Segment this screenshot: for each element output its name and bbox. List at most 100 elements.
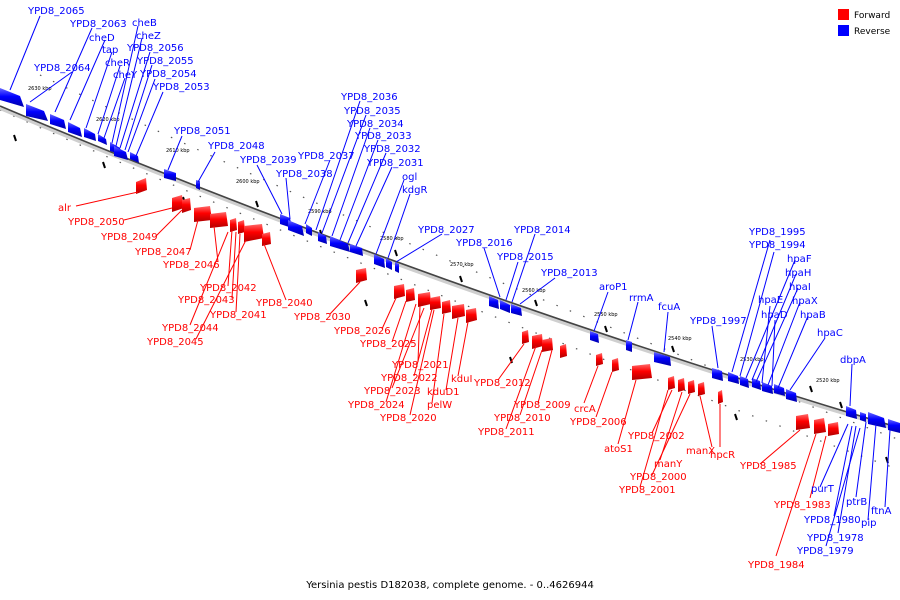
gene-block xyxy=(238,220,245,234)
gene-block xyxy=(466,308,477,323)
gene-label: YPD8_2035 xyxy=(343,106,401,117)
gene-block xyxy=(0,88,24,107)
legend-reverse-label: Reverse xyxy=(854,27,891,37)
gene-label: manY xyxy=(654,459,683,470)
gene-label: YPD8_2055 xyxy=(136,56,194,67)
map-caption: Yersinia pestis D182038, complete genome… xyxy=(305,580,594,591)
forward-gene-labels: alr YPD8_2050 YPD8_2049 YPD8_2047 YPD8_2… xyxy=(58,203,831,571)
gene-block xyxy=(590,331,599,343)
gene-block xyxy=(786,389,797,402)
gene-label: YPD8_2022 xyxy=(380,373,438,384)
gene-label: YPD8_2045 xyxy=(146,337,204,348)
gene-label: YPD8_1994 xyxy=(748,240,806,251)
gene-label: rrmA xyxy=(629,293,654,304)
gene-block xyxy=(172,195,184,212)
gene-block xyxy=(888,419,900,433)
gene-label: cheY xyxy=(113,70,138,81)
gene-block xyxy=(596,353,603,366)
gene-label: YPD8_2021 xyxy=(391,360,449,371)
gene-block xyxy=(244,224,264,242)
gene-label: YPD8_2064 xyxy=(33,63,91,74)
gene-block xyxy=(330,236,350,252)
gene-block xyxy=(740,376,749,388)
gene-label: kduD1 xyxy=(427,387,460,398)
scale-label: 2530 kbp xyxy=(740,357,764,363)
gene-label: crcA xyxy=(574,404,596,415)
gene-block xyxy=(196,180,200,190)
scale-labels: 2630 kbp 2620 kbp 2610 kbp 2600 kbp 2590… xyxy=(28,86,840,384)
gene-block xyxy=(395,262,399,273)
gene-label: manX xyxy=(686,446,715,457)
gene-label: hpaI xyxy=(789,282,811,293)
gene-label: YPD8_2024 xyxy=(347,400,405,411)
gene-label: YPD8_2042 xyxy=(199,283,257,294)
gene-label: YPD8_2038 xyxy=(275,169,333,180)
gene-label: ptrB xyxy=(846,497,867,508)
gene-block xyxy=(418,292,431,307)
gene-label: YPD8_2047 xyxy=(134,247,192,258)
gene-block xyxy=(194,206,212,222)
gene-block xyxy=(68,122,82,137)
gene-label: YPD8_2016 xyxy=(455,238,513,249)
scale-label: 2520 kbp xyxy=(816,378,840,384)
gene-block xyxy=(430,296,441,310)
gene-block xyxy=(50,114,66,129)
gene-label: YPD8_2001 xyxy=(618,485,676,496)
gene-label: hpaB xyxy=(800,310,826,321)
gene-block xyxy=(532,334,543,349)
gene-label: YPD8_2053 xyxy=(152,82,210,93)
gene-block xyxy=(542,338,553,352)
gene-block xyxy=(718,390,723,404)
gene-label: cheD xyxy=(89,33,115,44)
scale-label: 2620 kbp xyxy=(96,117,120,123)
gene-label: alr xyxy=(58,203,72,214)
gene-block xyxy=(26,104,48,121)
gene-label: dbpA xyxy=(840,355,866,366)
gene-label: YPD8_1995 xyxy=(748,227,806,238)
gene-block xyxy=(136,178,147,194)
gene-label: cheZ xyxy=(136,31,161,42)
gene-block xyxy=(860,412,866,422)
gene-block xyxy=(688,380,695,394)
gene-label: YPD8_2046 xyxy=(162,260,220,271)
gene-block xyxy=(230,218,237,232)
gene-block xyxy=(406,288,415,302)
gene-block xyxy=(114,146,128,160)
gene-block xyxy=(698,382,705,396)
gene-label: hpaE xyxy=(758,295,783,306)
gene-block xyxy=(511,304,522,316)
gene-block xyxy=(306,224,312,236)
gene-label: YPD8_2034 xyxy=(346,119,404,130)
gene-block xyxy=(814,418,826,434)
gene-label: pelW xyxy=(427,400,452,411)
gene-block xyxy=(752,378,761,390)
legend-forward-swatch xyxy=(838,9,849,20)
gene-label: YPD8_2020 xyxy=(379,413,437,424)
gene-block xyxy=(489,296,499,309)
gene-block xyxy=(612,358,619,372)
gene-block xyxy=(130,152,139,163)
gene-label: YPD8_2032 xyxy=(363,144,421,155)
gene-block xyxy=(626,340,632,352)
gene-label: YPD8_1997 xyxy=(689,316,747,327)
gene-label: atoS1 xyxy=(604,444,633,455)
legend-reverse-swatch xyxy=(838,25,849,36)
gene-block xyxy=(500,300,510,313)
reverse-gene-blocks xyxy=(0,88,900,433)
gene-label: YPD8_1983 xyxy=(773,500,831,511)
gene-label: cheR xyxy=(105,58,130,69)
gene-label: YPD8_1980 xyxy=(803,515,861,526)
gene-label: YPD8_2063 xyxy=(69,19,127,30)
scale-label: 2570 kbp xyxy=(450,262,474,268)
gene-label: YPD8_2015 xyxy=(496,252,554,263)
gene-label: YPD8_2056 xyxy=(126,43,184,54)
gene-block xyxy=(374,254,385,268)
reverse-gene-labels: YPD8_2065 YPD8_2064 YPD8_2063 cheD tap c… xyxy=(27,6,892,557)
gene-block xyxy=(868,412,886,428)
gene-label: YPD8_2031 xyxy=(366,158,424,169)
gene-block xyxy=(318,232,327,244)
gene-label: kduI xyxy=(451,374,472,385)
gene-block xyxy=(210,212,228,228)
gene-label: hpaH xyxy=(785,268,811,279)
